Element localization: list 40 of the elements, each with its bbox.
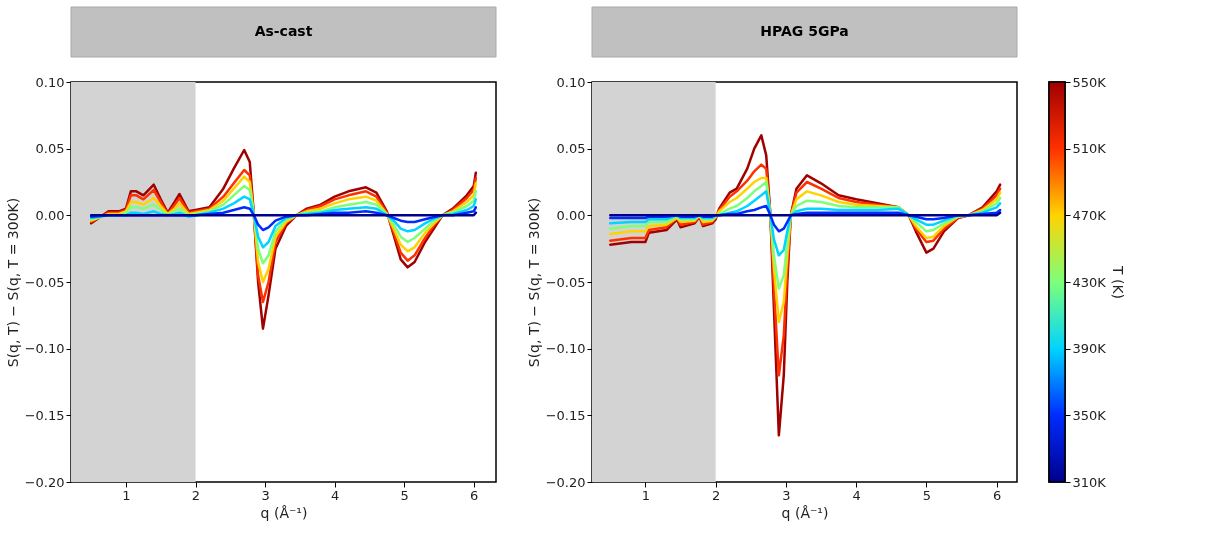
color-bar-label: 390K xyxy=(1072,341,1107,357)
y-axis-title: S(q, T) − S(q, T = 300K) xyxy=(4,197,21,368)
x-tick-label: 1 xyxy=(122,487,131,503)
x-tick-label: 5 xyxy=(400,487,409,503)
x-tick-label: 4 xyxy=(852,487,861,503)
x-tick-label: 2 xyxy=(712,487,721,503)
x-tick-label: 6 xyxy=(992,487,1002,503)
x-tick-label: 5 xyxy=(922,487,932,503)
y-tick-label: 0.10 xyxy=(556,74,586,90)
color-bar-label: 310K xyxy=(1072,474,1107,490)
color-bar-title: T (K) xyxy=(1109,264,1126,300)
y-tick-label: −0.15 xyxy=(545,407,586,423)
color-bar-label: 550K xyxy=(1072,74,1107,90)
y-tick-label: −0.20 xyxy=(24,474,65,490)
x-tick-label: 3 xyxy=(261,487,270,503)
y-tick-label: 0.05 xyxy=(556,141,586,157)
x-tick-label: 1 xyxy=(641,487,651,503)
y-tick-label: 0.00 xyxy=(556,207,586,223)
x-tick-label: 2 xyxy=(191,487,201,503)
x-axis-title: q (Å⁻¹) xyxy=(260,504,308,521)
color-bar-label: 510K xyxy=(1072,141,1107,157)
x-tick-label: 4 xyxy=(330,487,340,503)
y-axis-title: S(q, T) − S(q, T = 300K) xyxy=(525,197,542,368)
chart-title: As-cast xyxy=(254,23,313,39)
color-bar-label: 350K xyxy=(1072,407,1107,423)
y-tick-label: 0.10 xyxy=(35,74,65,90)
y-tick-label: −0.05 xyxy=(545,274,586,290)
y-tick-label: −0.10 xyxy=(545,341,586,357)
y-tick-label: 0.00 xyxy=(35,207,65,223)
y-tick-label: −0.05 xyxy=(24,274,65,290)
x-tick-label: 6 xyxy=(470,487,479,503)
chart-title: HPAG 5GPa xyxy=(760,23,849,39)
y-tick-label: −0.15 xyxy=(24,407,65,423)
x-tick-label: 3 xyxy=(782,487,791,503)
x-axis-title: q (Å⁻¹) xyxy=(781,504,829,521)
color-bar-label: 470K xyxy=(1072,207,1107,223)
y-tick-label: −0.10 xyxy=(24,341,65,357)
y-tick-label: −0.20 xyxy=(545,474,586,490)
y-tick-label: 0.05 xyxy=(35,141,65,157)
color-bar-label: 430K xyxy=(1072,274,1107,290)
